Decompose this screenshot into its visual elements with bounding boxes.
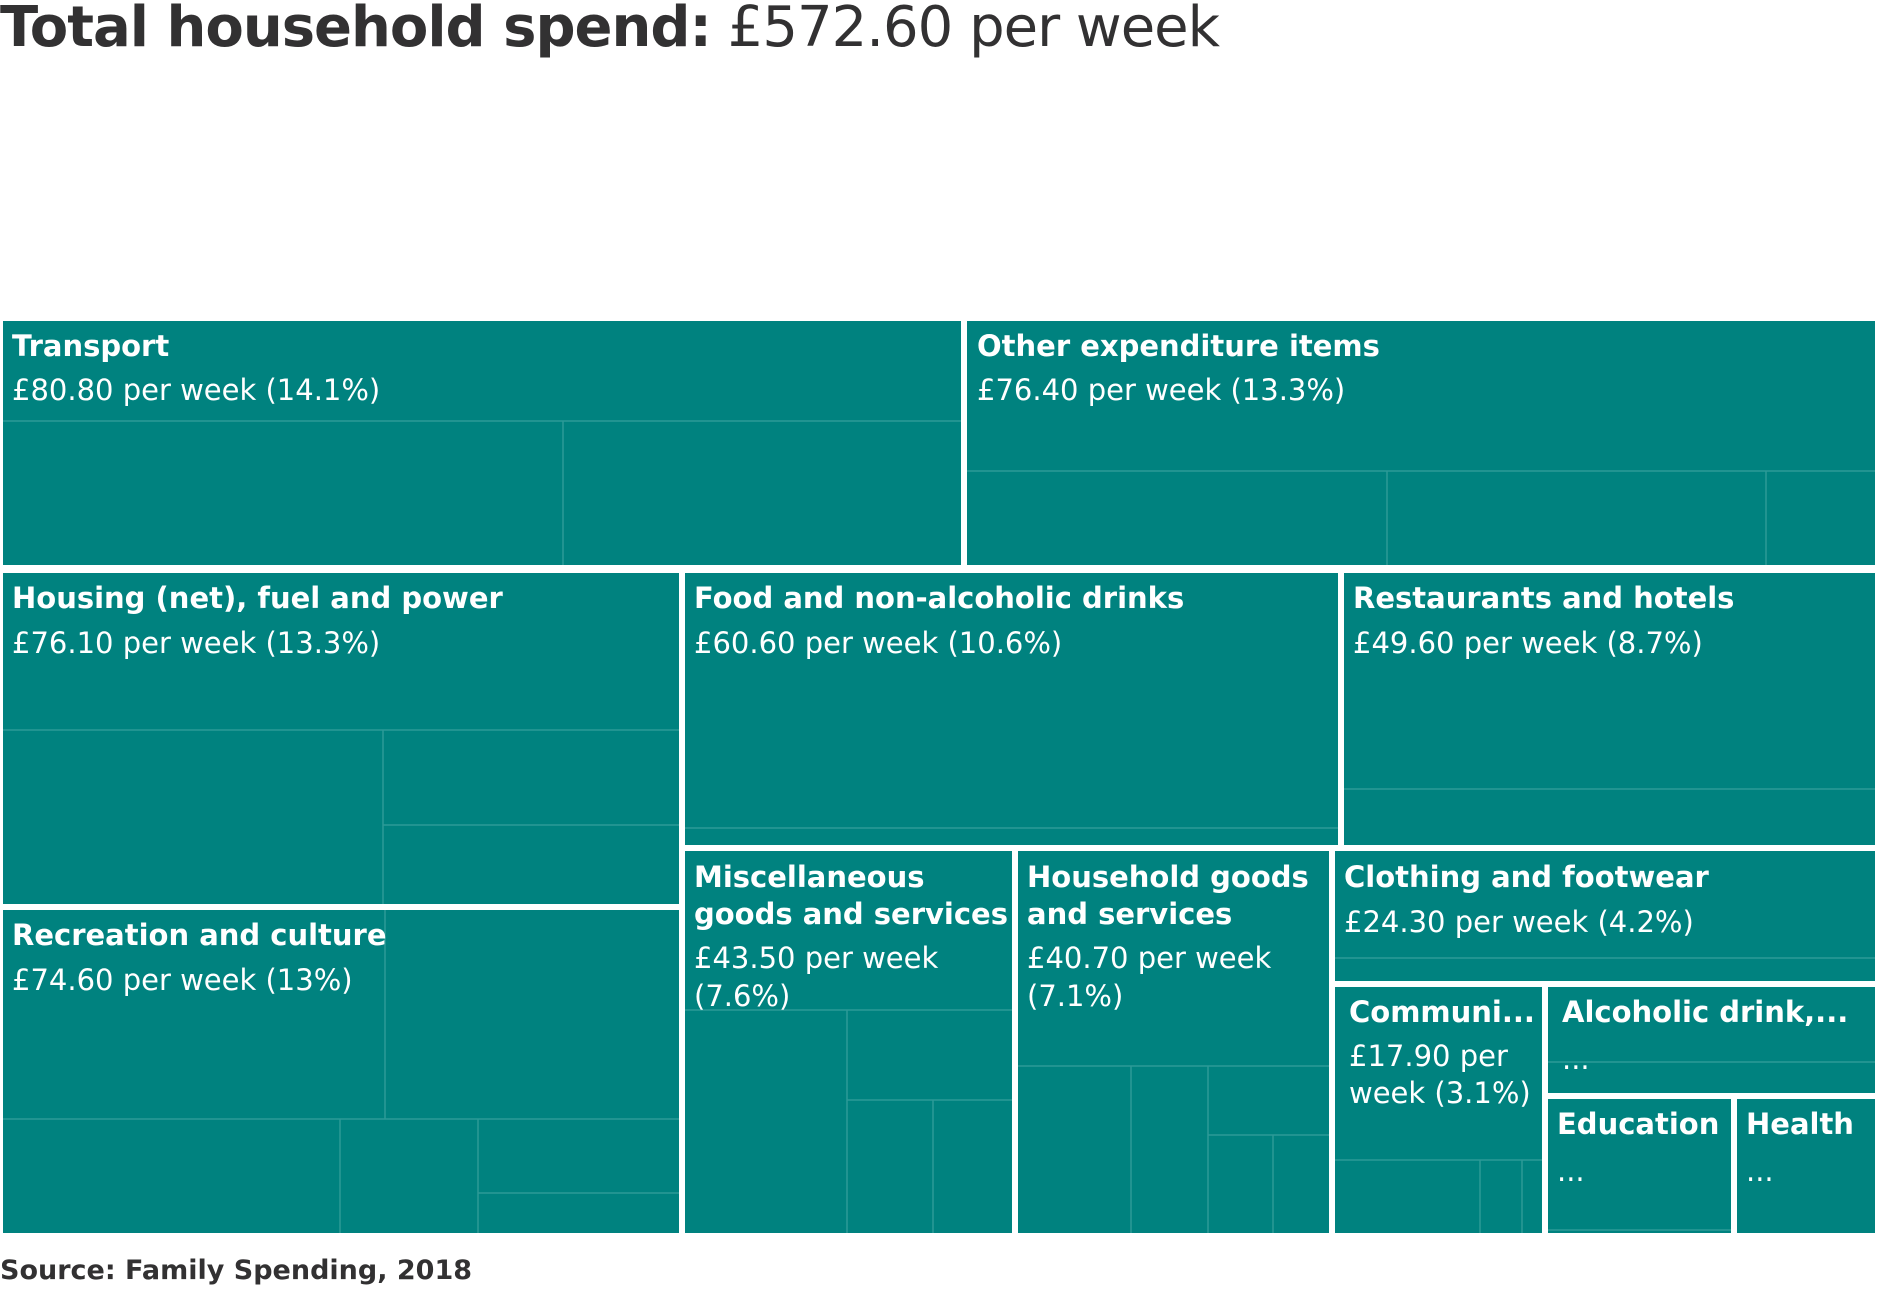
- tile-value-label: week (3.1%): [1349, 1076, 1531, 1110]
- treemap-tile: [1332, 848, 1878, 984]
- tile-value-label: £24.30 per week (4.2%): [1344, 905, 1694, 939]
- treemap-tile-border: [0, 570, 682, 907]
- tile-value-label: £76.40 per week (13.3%): [977, 373, 1345, 407]
- tile-value-label: £49.60 per week (8.7%): [1353, 626, 1703, 660]
- tile-name-label: Other expenditure items: [977, 329, 1380, 363]
- tile-name-label: Education: [1557, 1107, 1719, 1141]
- tile-name-label: goods and services: [694, 897, 1008, 931]
- treemap-tile: [1015, 848, 1332, 1236]
- tile-name-label: Housing (net), fuel and power: [12, 581, 504, 615]
- treemap-tile-border: [682, 848, 1015, 1236]
- treemap-tile: [1545, 1096, 1734, 1236]
- treemap-tile-border: [1332, 984, 1545, 1236]
- treemap-tile: [1734, 1096, 1878, 1236]
- treemap-tile-border: [1332, 848, 1878, 984]
- tile-name-label: Restaurants and hotels: [1353, 581, 1734, 615]
- treemap-tile: [1341, 570, 1878, 848]
- treemap-tile: [682, 848, 1015, 1236]
- treemap-tile: [1545, 984, 1878, 1096]
- tile-value-label: ...: [1562, 1042, 1590, 1076]
- tile-name-label: Household goods: [1027, 860, 1309, 894]
- treemap-tile: [0, 570, 682, 907]
- tile-value-label: £43.50 per week: [694, 941, 938, 975]
- source-note: Source: Family Spending, 2018: [0, 1255, 473, 1286]
- treemap-tile-border: [0, 907, 682, 1236]
- chart-title: Total household spend: £572.60 per week: [0, 0, 1220, 56]
- chart-title-bold: Total household spend:: [0, 0, 712, 60]
- treemap-tile: [1332, 984, 1545, 1236]
- tile-value-label: ...: [1746, 1154, 1774, 1188]
- tile-value-label: (7.1%): [1027, 979, 1123, 1013]
- tile-name-label: Food and non-alcoholic drinks: [694, 581, 1184, 615]
- treemap-tile-border: [1545, 1096, 1734, 1236]
- treemap-tile-border: [682, 570, 1341, 848]
- treemap-tile-border: [1341, 570, 1878, 848]
- tile-value-label: £17.90 per: [1349, 1039, 1508, 1073]
- tile-value-label: £74.60 per week (13%): [12, 963, 353, 997]
- chart-title-value: £572.60 per week: [727, 0, 1220, 60]
- tile-value-label: £40.70 per week: [1027, 941, 1271, 975]
- tile-name-label: Clothing and footwear: [1344, 860, 1710, 894]
- tile-name-label: Health: [1746, 1107, 1854, 1141]
- tile-value-label: (7.6%): [694, 979, 790, 1013]
- treemap-tile-border: [1015, 848, 1332, 1236]
- tile-value-label: ...: [1557, 1154, 1585, 1188]
- treemap-tile-border: [1734, 1096, 1878, 1236]
- tile-value-label: £80.80 per week (14.1%): [12, 373, 380, 407]
- treemap-tile: [964, 318, 1878, 568]
- tile-name-label: Recreation and culture: [12, 918, 387, 952]
- tile-name-label: Miscellaneous: [694, 860, 925, 894]
- treemap-tile: [0, 907, 682, 1236]
- tile-name-label: Transport: [12, 329, 169, 363]
- tile-value-label: £60.60 per week (10.6%): [694, 626, 1062, 660]
- tile-value-label: £76.10 per week (13.3%): [12, 626, 380, 660]
- tile-name-label: and services: [1027, 897, 1232, 931]
- treemap-tile: [682, 570, 1341, 848]
- treemap-tile-border: [964, 318, 1878, 568]
- treemap-tile-border: [0, 318, 964, 568]
- treemap-tile-border: [1545, 984, 1878, 1096]
- tile-name-label: Alcoholic drink,...: [1562, 995, 1848, 1029]
- treemap-tile: [0, 318, 964, 568]
- tile-name-label: Communi...: [1349, 995, 1535, 1029]
